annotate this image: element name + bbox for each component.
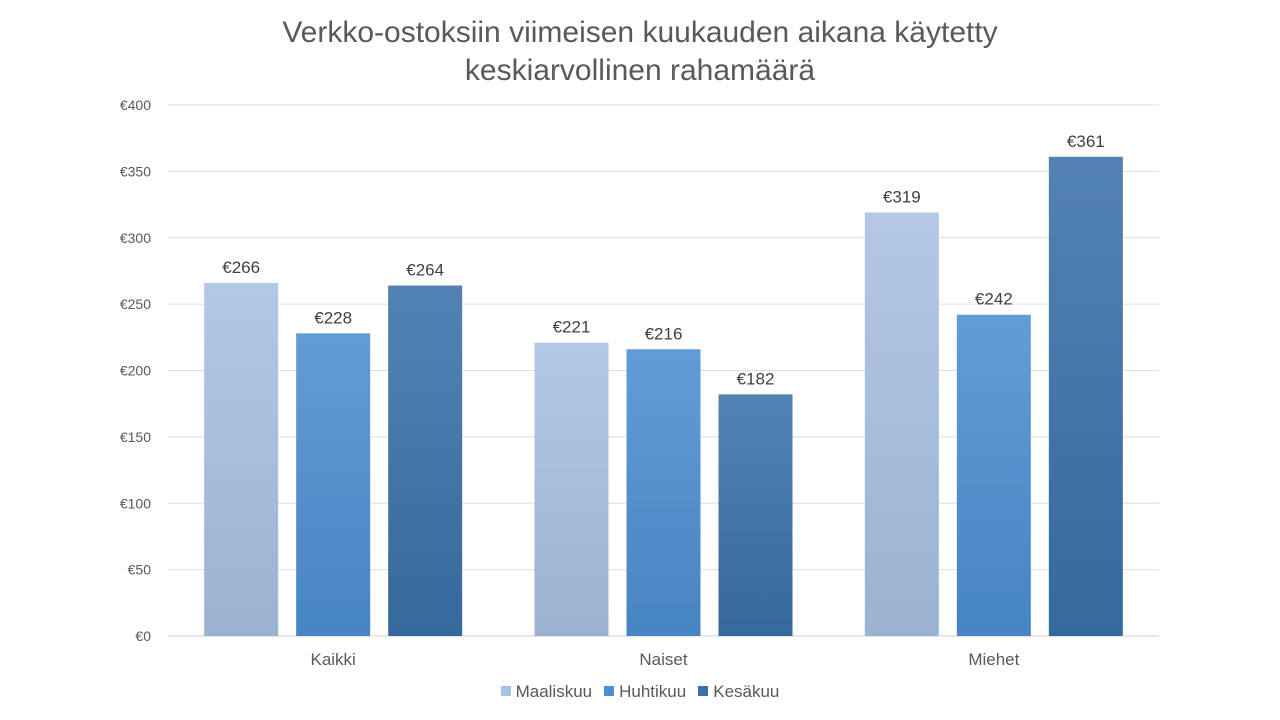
- chart-title-line-2: keskiarvollinen rahamäärä: [464, 54, 816, 87]
- data-label: €216: [645, 324, 683, 343]
- bar: [204, 282, 279, 636]
- bar: [534, 342, 609, 636]
- data-label: €182: [737, 369, 775, 388]
- x-tick-label: Kaikki: [310, 650, 355, 669]
- bar: [296, 333, 371, 636]
- y-tick-label: €400: [120, 97, 151, 113]
- data-labels: €266 €228 €264 €221 €216 €182 €319 €242 €361: [222, 132, 1104, 389]
- legend-swatch: [698, 686, 709, 696]
- y-tick-label: €250: [120, 296, 151, 312]
- y-tick-label: €200: [120, 363, 151, 379]
- legend-label: Maaliskuu: [515, 682, 593, 701]
- bar: [388, 285, 463, 636]
- data-label: €228: [314, 308, 352, 327]
- data-label: €242: [975, 290, 1013, 309]
- bar: [864, 212, 939, 636]
- chart-title-line-1: Verkko-ostoksiin viimeisen kuukauden aik…: [282, 16, 998, 49]
- bar: [1048, 156, 1123, 636]
- legend-label: Huhtikuu: [619, 682, 687, 701]
- bar: [718, 394, 793, 636]
- y-tick-label: €0: [135, 628, 151, 644]
- legend-item: Kesäkuu: [698, 682, 779, 702]
- legend-label: Kesäkuu: [713, 682, 780, 701]
- data-label: €361: [1067, 132, 1105, 151]
- legend-swatch: [604, 686, 615, 696]
- bar: [626, 349, 701, 636]
- legend-swatch: [500, 686, 511, 696]
- chart-title: Verkko-ostoksiin viimeisen kuukauden aik…: [140, 14, 1140, 90]
- legend: Maaliskuu Huhtikuu Kesäkuu: [0, 682, 1280, 702]
- bars: [204, 156, 1123, 636]
- x-tick-label: Naiset: [639, 650, 687, 669]
- y-tick-label: €350: [120, 163, 151, 179]
- data-label: €264: [406, 261, 444, 280]
- y-tick-label: €50: [128, 562, 152, 578]
- y-tick-label: €100: [120, 495, 151, 511]
- data-label: €221: [553, 318, 591, 337]
- y-tick-label: €300: [120, 230, 151, 246]
- x-axis-ticks: Kaikki Naiset Miehet: [310, 650, 1019, 669]
- data-label: €266: [222, 258, 260, 277]
- legend-item: Huhtikuu: [604, 682, 686, 702]
- data-label: €319: [883, 188, 921, 207]
- y-tick-label: €150: [120, 429, 151, 445]
- bar: [956, 314, 1031, 636]
- x-tick-label: Miehet: [968, 650, 1019, 669]
- legend-item: Maaliskuu: [500, 682, 593, 702]
- y-axis-ticks: €0 €50 €100 €150 €200 €250 €300 €350 €400: [120, 97, 151, 644]
